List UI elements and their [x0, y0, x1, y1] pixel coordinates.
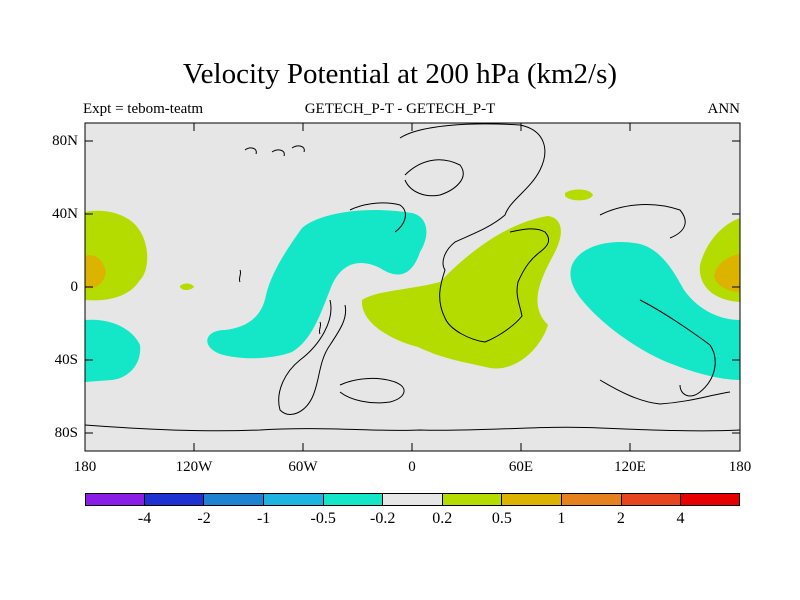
- x-tick-label: 0: [408, 459, 416, 475]
- y-tick-label: 40N: [52, 206, 78, 222]
- y-tick-label: 40S: [54, 352, 78, 368]
- colorbar-label: -1: [256, 510, 271, 527]
- x-tick-label: 180: [73, 459, 97, 475]
- x-tick-label: 120W: [175, 459, 213, 475]
- y-tick-label: 80S: [54, 425, 78, 441]
- colorbar-frame: [85, 493, 740, 506]
- colorbar-label: 4: [676, 510, 685, 527]
- colorbar-swatch: [85, 493, 145, 506]
- negative-region-indian-ocean: [570, 242, 740, 380]
- positive-region-pacific-small: [180, 283, 194, 290]
- plot-title: Velocity Potential at 200 hPa (km2/s): [182, 58, 618, 90]
- colorbar-swatch: [681, 493, 741, 506]
- colorbar-label: 1: [557, 510, 566, 527]
- x-tick-label: 180: [728, 459, 752, 475]
- colorbar: [85, 493, 741, 506]
- season-label: ANN: [707, 101, 741, 117]
- colorbar-swatch: [323, 493, 384, 506]
- colorbar-swatch: [502, 493, 563, 506]
- y-tick-label: 0: [70, 279, 79, 295]
- experiment-label: Expt = tebom-teatm: [83, 101, 204, 117]
- colorbar-label: 2: [616, 510, 625, 527]
- coastlines: [85, 123, 740, 432]
- colorbar-swatch: [562, 493, 622, 506]
- x-tick-label: 120E: [614, 459, 646, 475]
- negative-region-americas: [207, 209, 427, 359]
- colorbar-swatch: [144, 493, 205, 506]
- positive-core-west: [85, 255, 106, 289]
- negative-region-southwest: [85, 319, 141, 382]
- x-tick-label: 60W: [288, 459, 318, 475]
- colorbar-label: 0.5: [491, 510, 512, 527]
- colorbar-swatch: [442, 493, 503, 506]
- colorbar-label: -4: [137, 510, 152, 527]
- x-tick-label: 60E: [508, 459, 534, 475]
- colorbar-label: 0.2: [432, 510, 453, 527]
- colorbar-label: -0.5: [310, 510, 336, 527]
- y-tick-label: 80N: [52, 133, 78, 149]
- positive-region-north-small: [565, 189, 593, 201]
- positive-region-atlantic-africa: [361, 216, 561, 369]
- colorbar-swatch: [263, 493, 324, 506]
- colorbar-swatch: [383, 493, 443, 506]
- colorbar-label: -2: [197, 510, 211, 527]
- colorbar-swatch: [621, 493, 682, 506]
- colorbar-swatch: [204, 493, 264, 506]
- tick-marks: [84, 123, 741, 451]
- colorbar-label: -0.2: [370, 510, 396, 527]
- dataset-label: GETECH_P-T - GETECH_P-T: [304, 101, 496, 117]
- positive-core-east: [714, 254, 740, 292]
